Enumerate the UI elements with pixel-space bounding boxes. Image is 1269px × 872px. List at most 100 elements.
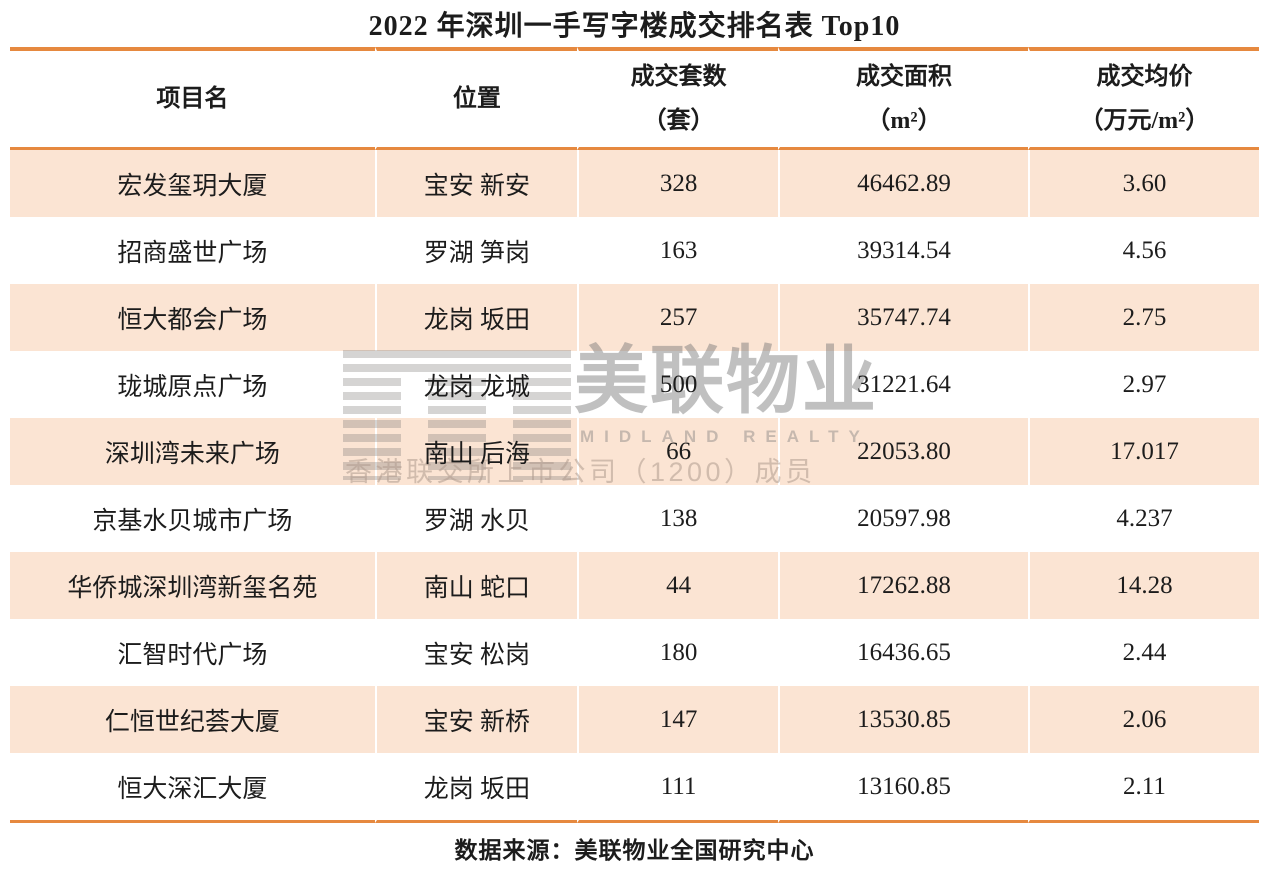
table-row: 招商盛世广场 罗湖 笋岗 163 39314.54 4.56 xyxy=(10,217,1259,284)
cell-units-text: 328 xyxy=(659,169,698,197)
cell-project-text: 仁恒世纪荟大厦 xyxy=(104,708,280,736)
col-header-units-label: 成交套数 xyxy=(630,64,727,90)
cell-location-text: 宝安 松岗 xyxy=(423,641,530,669)
cell-price-text: 3.60 xyxy=(1122,169,1167,197)
cell-units-text: 500 xyxy=(659,370,698,398)
cell-area: 20597.98 xyxy=(778,485,1028,552)
cell-units: 500 xyxy=(577,351,779,418)
cell-units: 44 xyxy=(577,552,779,619)
cell-location: 罗湖 笋岗 xyxy=(374,217,578,284)
table-header-row: 项目名 位置 成交套数 （套） 成交面积 （m²） 成交均价 （万元/m²） xyxy=(10,47,1259,150)
cell-project: 恒大都会广场 xyxy=(10,284,375,351)
cell-units: 111 xyxy=(577,753,779,823)
cell-project-text: 汇智时代广场 xyxy=(117,641,268,669)
cell-project: 珑城原点广场 xyxy=(10,351,375,418)
cell-units-text: 138 xyxy=(659,504,698,532)
cell-area-text: 39314.54 xyxy=(857,236,951,264)
cell-price: 17.017 xyxy=(1027,418,1259,485)
cell-units: 147 xyxy=(577,686,779,753)
table-row: 汇智时代广场 宝安 松岗 180 16436.65 2.44 xyxy=(10,619,1259,686)
cell-area: 13530.85 xyxy=(778,686,1028,753)
cell-location-text: 龙岗 坂田 xyxy=(423,306,530,334)
cell-location-text: 罗湖 笋岗 xyxy=(423,239,530,267)
cell-location: 南山 蛇口 xyxy=(374,552,578,619)
ranking-table: 项目名 位置 成交套数 （套） 成交面积 （m²） 成交均价 （万元/m²） xyxy=(10,47,1259,823)
cell-area: 35747.74 xyxy=(778,284,1028,351)
cell-area-text: 13530.85 xyxy=(857,705,951,733)
cell-price-text: 17.017 xyxy=(1110,437,1179,465)
table-body: 宏发玺玥大厦 宝安 新安 328 46462.89 3.60 招商盛世广场 罗湖 笋岗 163… xyxy=(10,150,1259,823)
col-header-project-label: 项目名 xyxy=(156,86,229,112)
cell-price: 4.56 xyxy=(1027,217,1259,284)
cell-location-text: 宝安 新桥 xyxy=(423,708,530,736)
cell-units: 328 xyxy=(577,150,779,217)
cell-units-text: 163 xyxy=(659,236,698,264)
col-header-units: 成交套数 （套） xyxy=(577,47,779,150)
cell-price: 2.44 xyxy=(1027,619,1259,686)
cell-area-text: 17262.88 xyxy=(857,571,951,599)
cell-units: 66 xyxy=(577,418,779,485)
table-header: 项目名 位置 成交套数 （套） 成交面积 （m²） 成交均价 （万元/m²） xyxy=(10,47,1259,150)
col-header-price-label: 成交均价 xyxy=(1096,64,1193,90)
data-source-note: 数据来源：美联物业全国研究中心 xyxy=(454,838,815,863)
cell-project-text: 深圳湾未来广场 xyxy=(104,440,280,468)
table-row: 宏发玺玥大厦 宝安 新安 328 46462.89 3.60 xyxy=(10,150,1259,217)
cell-project: 恒大深汇大厦 xyxy=(10,753,375,823)
cell-project: 华侨城深圳湾新玺名苑 xyxy=(10,552,375,619)
cell-project-text: 京基水贝城市广场 xyxy=(92,507,293,535)
cell-area-text: 22053.80 xyxy=(857,437,951,465)
cell-price-text: 4.56 xyxy=(1122,236,1167,264)
cell-project-text: 恒大都会广场 xyxy=(117,306,268,334)
cell-location: 龙岗 坂田 xyxy=(374,753,578,823)
col-header-area-sub: （m²） xyxy=(866,108,942,134)
cell-location-text: 罗湖 水贝 xyxy=(423,507,530,535)
cell-project: 汇智时代广场 xyxy=(10,619,375,686)
cell-location: 宝安 新安 xyxy=(374,150,578,217)
cell-project-text: 珑城原点广场 xyxy=(117,373,268,401)
cell-project: 仁恒世纪荟大厦 xyxy=(10,686,375,753)
cell-area-text: 20597.98 xyxy=(857,504,951,532)
cell-area: 16436.65 xyxy=(778,619,1028,686)
col-header-units-sub: （套） xyxy=(642,108,715,134)
cell-location: 宝安 新桥 xyxy=(374,686,578,753)
cell-area: 46462.89 xyxy=(778,150,1028,217)
cell-project-text: 华侨城深圳湾新玺名苑 xyxy=(67,574,318,602)
cell-project-text: 恒大深汇大厦 xyxy=(117,775,268,803)
cell-area: 31221.64 xyxy=(778,351,1028,418)
cell-location: 龙岗 龙城 xyxy=(374,351,578,418)
cell-price: 2.97 xyxy=(1027,351,1259,418)
cell-price-text: 2.06 xyxy=(1122,705,1167,733)
cell-units-text: 66 xyxy=(666,437,692,465)
cell-location-text: 南山 后海 xyxy=(423,440,530,468)
col-header-price: 成交均价 （万元/m²） xyxy=(1027,47,1259,150)
cell-units-text: 147 xyxy=(659,705,698,733)
table-row: 珑城原点广场 龙岗 龙城 500 31221.64 2.97 xyxy=(10,351,1259,418)
cell-price-text: 4.237 xyxy=(1116,504,1173,532)
cell-location: 罗湖 水贝 xyxy=(374,485,578,552)
cell-area-text: 16436.65 xyxy=(857,638,951,666)
col-header-price-sub: （万元/m²） xyxy=(1079,108,1210,134)
col-header-location: 位置 xyxy=(374,47,578,150)
cell-location: 宝安 松岗 xyxy=(374,619,578,686)
cell-price-text: 2.44 xyxy=(1122,638,1167,666)
cell-area: 22053.80 xyxy=(778,418,1028,485)
cell-price-text: 2.11 xyxy=(1123,772,1166,800)
cell-price-text: 2.97 xyxy=(1122,370,1167,398)
table-row: 恒大深汇大厦 龙岗 坂田 111 13160.85 2.11 xyxy=(10,753,1259,823)
cell-location-text: 龙岗 坂田 xyxy=(423,775,530,803)
cell-project-text: 招商盛世广场 xyxy=(117,239,268,267)
cell-units-text: 257 xyxy=(659,303,698,331)
cell-price: 2.11 xyxy=(1027,753,1259,823)
cell-units-text: 44 xyxy=(666,571,692,599)
cell-project: 招商盛世广场 xyxy=(10,217,375,284)
cell-price: 4.237 xyxy=(1027,485,1259,552)
cell-location: 龙岗 坂田 xyxy=(374,284,578,351)
table-row: 华侨城深圳湾新玺名苑 南山 蛇口 44 17262.88 14.28 xyxy=(10,552,1259,619)
cell-units: 257 xyxy=(577,284,779,351)
cell-price: 3.60 xyxy=(1027,150,1259,217)
cell-project: 深圳湾未来广场 xyxy=(10,418,375,485)
cell-area: 13160.85 xyxy=(778,753,1028,823)
cell-units-text: 180 xyxy=(659,638,698,666)
col-header-area-label: 成交面积 xyxy=(856,64,952,90)
